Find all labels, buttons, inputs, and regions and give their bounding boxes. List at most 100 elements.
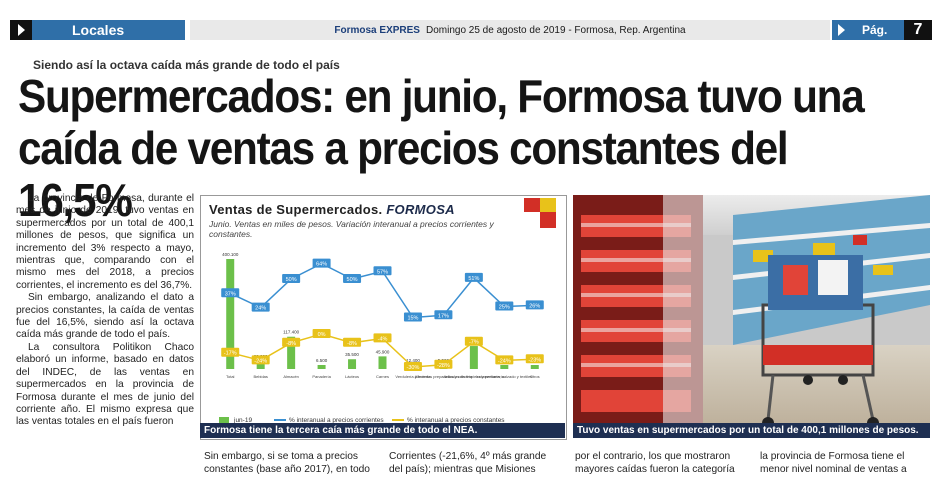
chart-bar (348, 359, 357, 369)
headline-line-1: Supermercados: en junio, Formosa tuvo un… (18, 70, 865, 122)
chart-point (373, 266, 392, 276)
dateline: Domingo 25 de agosto de 2019 - Formosa, … (425, 24, 686, 36)
article-column-1: La provincia de Formosa, durante el mes … (16, 193, 194, 429)
point-data-label: 50% (347, 277, 358, 283)
point-data-label: 37% (225, 291, 236, 297)
chart-point (312, 258, 331, 268)
legend-label: % interanual a precios corrientes (289, 417, 384, 424)
chart-point (434, 359, 453, 369)
point-data-label: -24% (254, 358, 267, 364)
article-column-4: por el contrario, los que mostraron mayo… (575, 451, 735, 475)
chart-point (403, 312, 422, 322)
point-data-label: 15% (407, 316, 418, 322)
chart-bar (469, 346, 478, 369)
x-tick-label: Otros (530, 374, 540, 379)
section-label: Locales (72, 22, 125, 38)
point-data-label: -4% (378, 336, 388, 342)
article-column-5: la provincia de Formosa tiene el menor n… (760, 451, 907, 475)
point-data-label: 24% (255, 306, 266, 312)
chart-bar (256, 361, 265, 369)
x-tick-label: Carnes (376, 374, 389, 379)
legend-label: % interanual a precios constantes (407, 417, 505, 424)
chart-bar (378, 356, 387, 369)
chart-bar (530, 365, 539, 369)
chart-point (495, 301, 514, 311)
bar-data-label: 45.900 (376, 349, 390, 354)
chart-point (434, 310, 453, 320)
chart-point (251, 355, 270, 365)
play-arrow-icon (10, 20, 32, 40)
point-data-label: -28% (437, 363, 450, 369)
point-data-label: 26% (529, 303, 540, 309)
point-data-label: -30% (407, 365, 420, 371)
point-data-label: 0% (318, 332, 326, 338)
chart-point (312, 329, 331, 338)
x-tick-label: Total (226, 374, 235, 379)
page-label: Pág. (862, 23, 888, 37)
flag-block-red (540, 212, 556, 228)
newspaper-header: Locales Formosa EXPRES Domingo 25 de ago… (0, 18, 949, 42)
supermarket-photo (573, 195, 930, 438)
chart-bar (500, 365, 509, 369)
flag-block-yellow (540, 198, 556, 212)
point-data-label: 50% (286, 277, 297, 283)
kicker: Siendo así la octava caída más grande de… (33, 58, 340, 72)
chart-point (221, 347, 240, 357)
chart-point (221, 288, 240, 298)
point-data-label: -7% (469, 340, 479, 346)
point-data-label: -17% (224, 351, 237, 357)
play-arrow-icon (832, 20, 850, 40)
chart-point (282, 274, 301, 283)
masthead: Formosa EXPRES Domingo 25 de agosto de 2… (190, 20, 830, 40)
x-tick-label: Verdulería y frutería (395, 374, 431, 379)
point-data-label: 51% (468, 276, 479, 282)
paragraph: Sin embargo, analizando el dato a precio… (16, 292, 194, 341)
point-data-label: -24% (498, 358, 511, 364)
chart-point (251, 302, 270, 312)
x-tick-label: Lácteos (345, 374, 359, 379)
x-tick-label: Almacén (283, 374, 299, 379)
headline-line-2: caída de ventas a precios constantes del… (18, 122, 789, 226)
chart-caption: Formosa tiene la tercera caía más grande… (200, 423, 565, 438)
x-tick-label: Panadería (312, 374, 331, 379)
chart-point (464, 272, 483, 282)
paragraph: La consultora Politikon Chaco elaboró un… (16, 341, 194, 428)
chart-point (403, 362, 422, 371)
bar-data-label: 6.500 (316, 358, 328, 363)
chart-point (343, 274, 362, 283)
point-data-label: 25% (499, 305, 510, 311)
point-data-label: 64% (316, 262, 327, 268)
x-tick-label: Indumentaria, calzado y textiles (476, 374, 532, 379)
chart-point (373, 333, 392, 343)
article-column-2: Sin embargo, si se toma a precios consta… (204, 451, 370, 475)
chart-point (464, 336, 483, 346)
point-data-label: -8% (347, 341, 357, 347)
page-indicator[interactable]: Pág. 7 (832, 20, 932, 40)
x-tick-label: Artículos de limpieza y perfumería (444, 374, 505, 379)
bar-data-label: 400.100 (222, 252, 239, 257)
chart-title: Ventas de Supermercados. FORMOSA (209, 202, 455, 217)
chart-bar (317, 365, 326, 369)
point-data-label: -23% (528, 357, 541, 363)
chart-infographic: Ventas de Supermercados. FORMOSA Junio. … (200, 195, 567, 440)
article-column-3: Corrientes (-21,6%, 4º más grande del pa… (389, 451, 547, 475)
bar-data-label: 117.400 (283, 330, 299, 335)
chart-bar (287, 336, 296, 369)
photo-illustration (573, 195, 930, 438)
chart-subtitle: Junio. Ventas en miles de pesos. Variaci… (209, 219, 494, 239)
x-tick-label: Bebidas (253, 374, 267, 379)
chart-bar (226, 259, 235, 369)
chart-plot: 400.10029.000117.4006.50035.50045.90012.… (219, 252, 544, 424)
chart-point (525, 354, 544, 364)
point-data-label: -8% (286, 341, 296, 347)
chart-point (343, 337, 362, 347)
x-tick-label: Alimentos preparados y rotisería (415, 374, 473, 379)
chart-title-emphasis: FORMOSA (386, 202, 455, 217)
point-data-label: 17% (438, 313, 449, 319)
paragraph: La provincia de Formosa, durante el mes … (16, 193, 194, 291)
chart-title-text: Ventas de Supermercados. (209, 202, 383, 217)
page-number: 7 (904, 20, 932, 40)
chart-point (525, 300, 544, 310)
legend-label: jun-19 (233, 417, 252, 424)
section-tab[interactable]: Locales (10, 20, 185, 40)
